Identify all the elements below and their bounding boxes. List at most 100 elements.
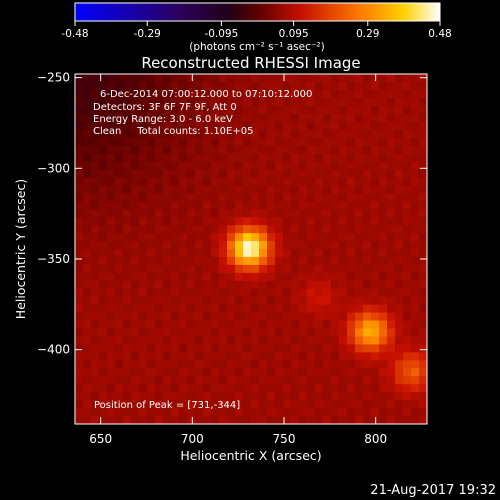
heatmap-cell xyxy=(259,296,268,306)
heatmap-cell xyxy=(291,153,300,163)
heatmap-cell xyxy=(315,74,324,83)
heatmap-cell xyxy=(331,169,340,178)
heatmap-cell xyxy=(419,320,427,330)
heatmap-cell xyxy=(411,145,420,155)
heatmap-cell xyxy=(83,256,92,266)
heatmap-cell xyxy=(187,344,196,353)
heatmap-cell xyxy=(275,328,284,338)
heatmap-cell xyxy=(107,137,116,147)
heatmap-cell xyxy=(291,280,300,290)
heatmap-cell xyxy=(187,137,196,147)
heatmap-cell xyxy=(387,185,396,194)
heatmap-cell xyxy=(219,217,228,226)
heatmap-cell xyxy=(283,384,292,393)
heatmap-cell xyxy=(379,81,388,91)
heatmap-cell xyxy=(403,89,412,99)
heatmap-cell xyxy=(179,81,188,91)
heatmap-cell xyxy=(275,272,284,282)
heatmap-cell xyxy=(331,272,340,282)
heatmap-cell xyxy=(219,256,228,266)
heatmap-cell xyxy=(387,249,396,258)
heatmap-cell xyxy=(363,392,372,401)
heatmap-cell xyxy=(275,137,284,147)
heatmap-cell xyxy=(291,344,300,353)
heatmap-cell xyxy=(155,288,164,298)
heatmap-cell xyxy=(179,312,188,322)
heatmap-cell xyxy=(195,185,204,194)
heatmap-cell xyxy=(323,121,332,131)
heatmap-cell xyxy=(195,97,204,107)
heatmap-cell xyxy=(115,280,124,290)
heatmap-cell xyxy=(283,360,292,369)
heatmap-cell xyxy=(115,161,124,171)
heatmap-cell xyxy=(267,89,276,99)
heatmap-cell xyxy=(275,344,284,353)
heatmap-cell xyxy=(171,296,180,306)
heatmap-cell xyxy=(267,145,276,155)
heatmap-cell xyxy=(251,296,260,306)
heatmap-cell xyxy=(371,225,380,234)
heatmap-cell xyxy=(123,137,132,147)
heatmap-cell xyxy=(99,296,108,306)
heatmap-cell xyxy=(275,280,284,290)
heatmap-cell xyxy=(131,97,140,107)
heatmap-cell xyxy=(171,81,180,91)
heatmap-cell xyxy=(291,169,300,178)
heatmap-cell xyxy=(131,201,140,210)
heatmap-cell xyxy=(419,312,427,322)
heatmap-cell xyxy=(243,408,252,417)
heatmap-cell xyxy=(75,169,84,178)
heatmap-cell xyxy=(139,113,148,123)
heatmap-cell xyxy=(235,137,244,147)
heatmap-cell xyxy=(203,272,212,282)
heatmap-cell xyxy=(75,272,84,282)
heatmap-cell xyxy=(315,384,324,393)
heatmap-cell xyxy=(347,113,356,123)
heatmap-cell xyxy=(275,74,284,83)
heatmap-cell xyxy=(403,241,412,250)
heatmap-cell xyxy=(155,304,164,314)
heatmap-cell xyxy=(307,328,316,338)
colorbar-unit-label: (photons cm⁻² s⁻¹ asec⁻²) xyxy=(189,41,324,53)
heatmap-cell xyxy=(195,209,204,218)
heatmap-cell xyxy=(163,177,172,186)
heatmap-cell xyxy=(411,336,420,346)
heatmap-cell xyxy=(155,105,164,115)
heatmap-cell xyxy=(403,225,412,234)
heatmap-cell xyxy=(363,225,372,234)
heatmap-cell xyxy=(75,177,84,186)
heatmap-cell xyxy=(275,320,284,330)
heatmap-cell xyxy=(155,217,164,226)
heatmap-cell xyxy=(395,392,404,401)
heatmap-cell xyxy=(99,360,108,369)
heatmap-cell xyxy=(195,81,204,91)
heatmap-cell xyxy=(371,97,380,107)
heatmap-cell xyxy=(243,280,252,290)
heatmap-cell xyxy=(403,217,412,226)
heatmap-cell xyxy=(299,177,308,186)
heatmap-cell xyxy=(387,416,396,424)
heatmap-cell xyxy=(323,209,332,218)
heatmap-cell xyxy=(371,288,380,298)
heatmap-cell xyxy=(363,312,372,322)
heatmap-cell xyxy=(259,360,268,369)
heatmap-cell xyxy=(403,185,412,194)
heatmap-cell xyxy=(171,177,180,186)
heatmap-cell xyxy=(411,209,420,218)
heatmap-cell xyxy=(259,312,268,322)
heatmap-cell xyxy=(203,360,212,369)
heatmap-cell xyxy=(299,368,308,377)
heatmap-cell xyxy=(347,280,356,290)
heatmap-cell xyxy=(227,336,236,346)
heatmap-cell xyxy=(267,233,276,242)
heatmap-cell xyxy=(283,209,292,218)
heatmap-cell xyxy=(411,97,420,107)
heatmap-cell xyxy=(171,264,180,274)
heatmap-cell xyxy=(283,392,292,401)
heatmap-cell xyxy=(155,312,164,322)
heatmap-cell xyxy=(83,241,92,250)
heatmap-cell xyxy=(179,105,188,115)
heatmap-cell xyxy=(315,209,324,218)
heatmap-cell xyxy=(275,256,284,266)
heatmap-cell xyxy=(291,241,300,250)
